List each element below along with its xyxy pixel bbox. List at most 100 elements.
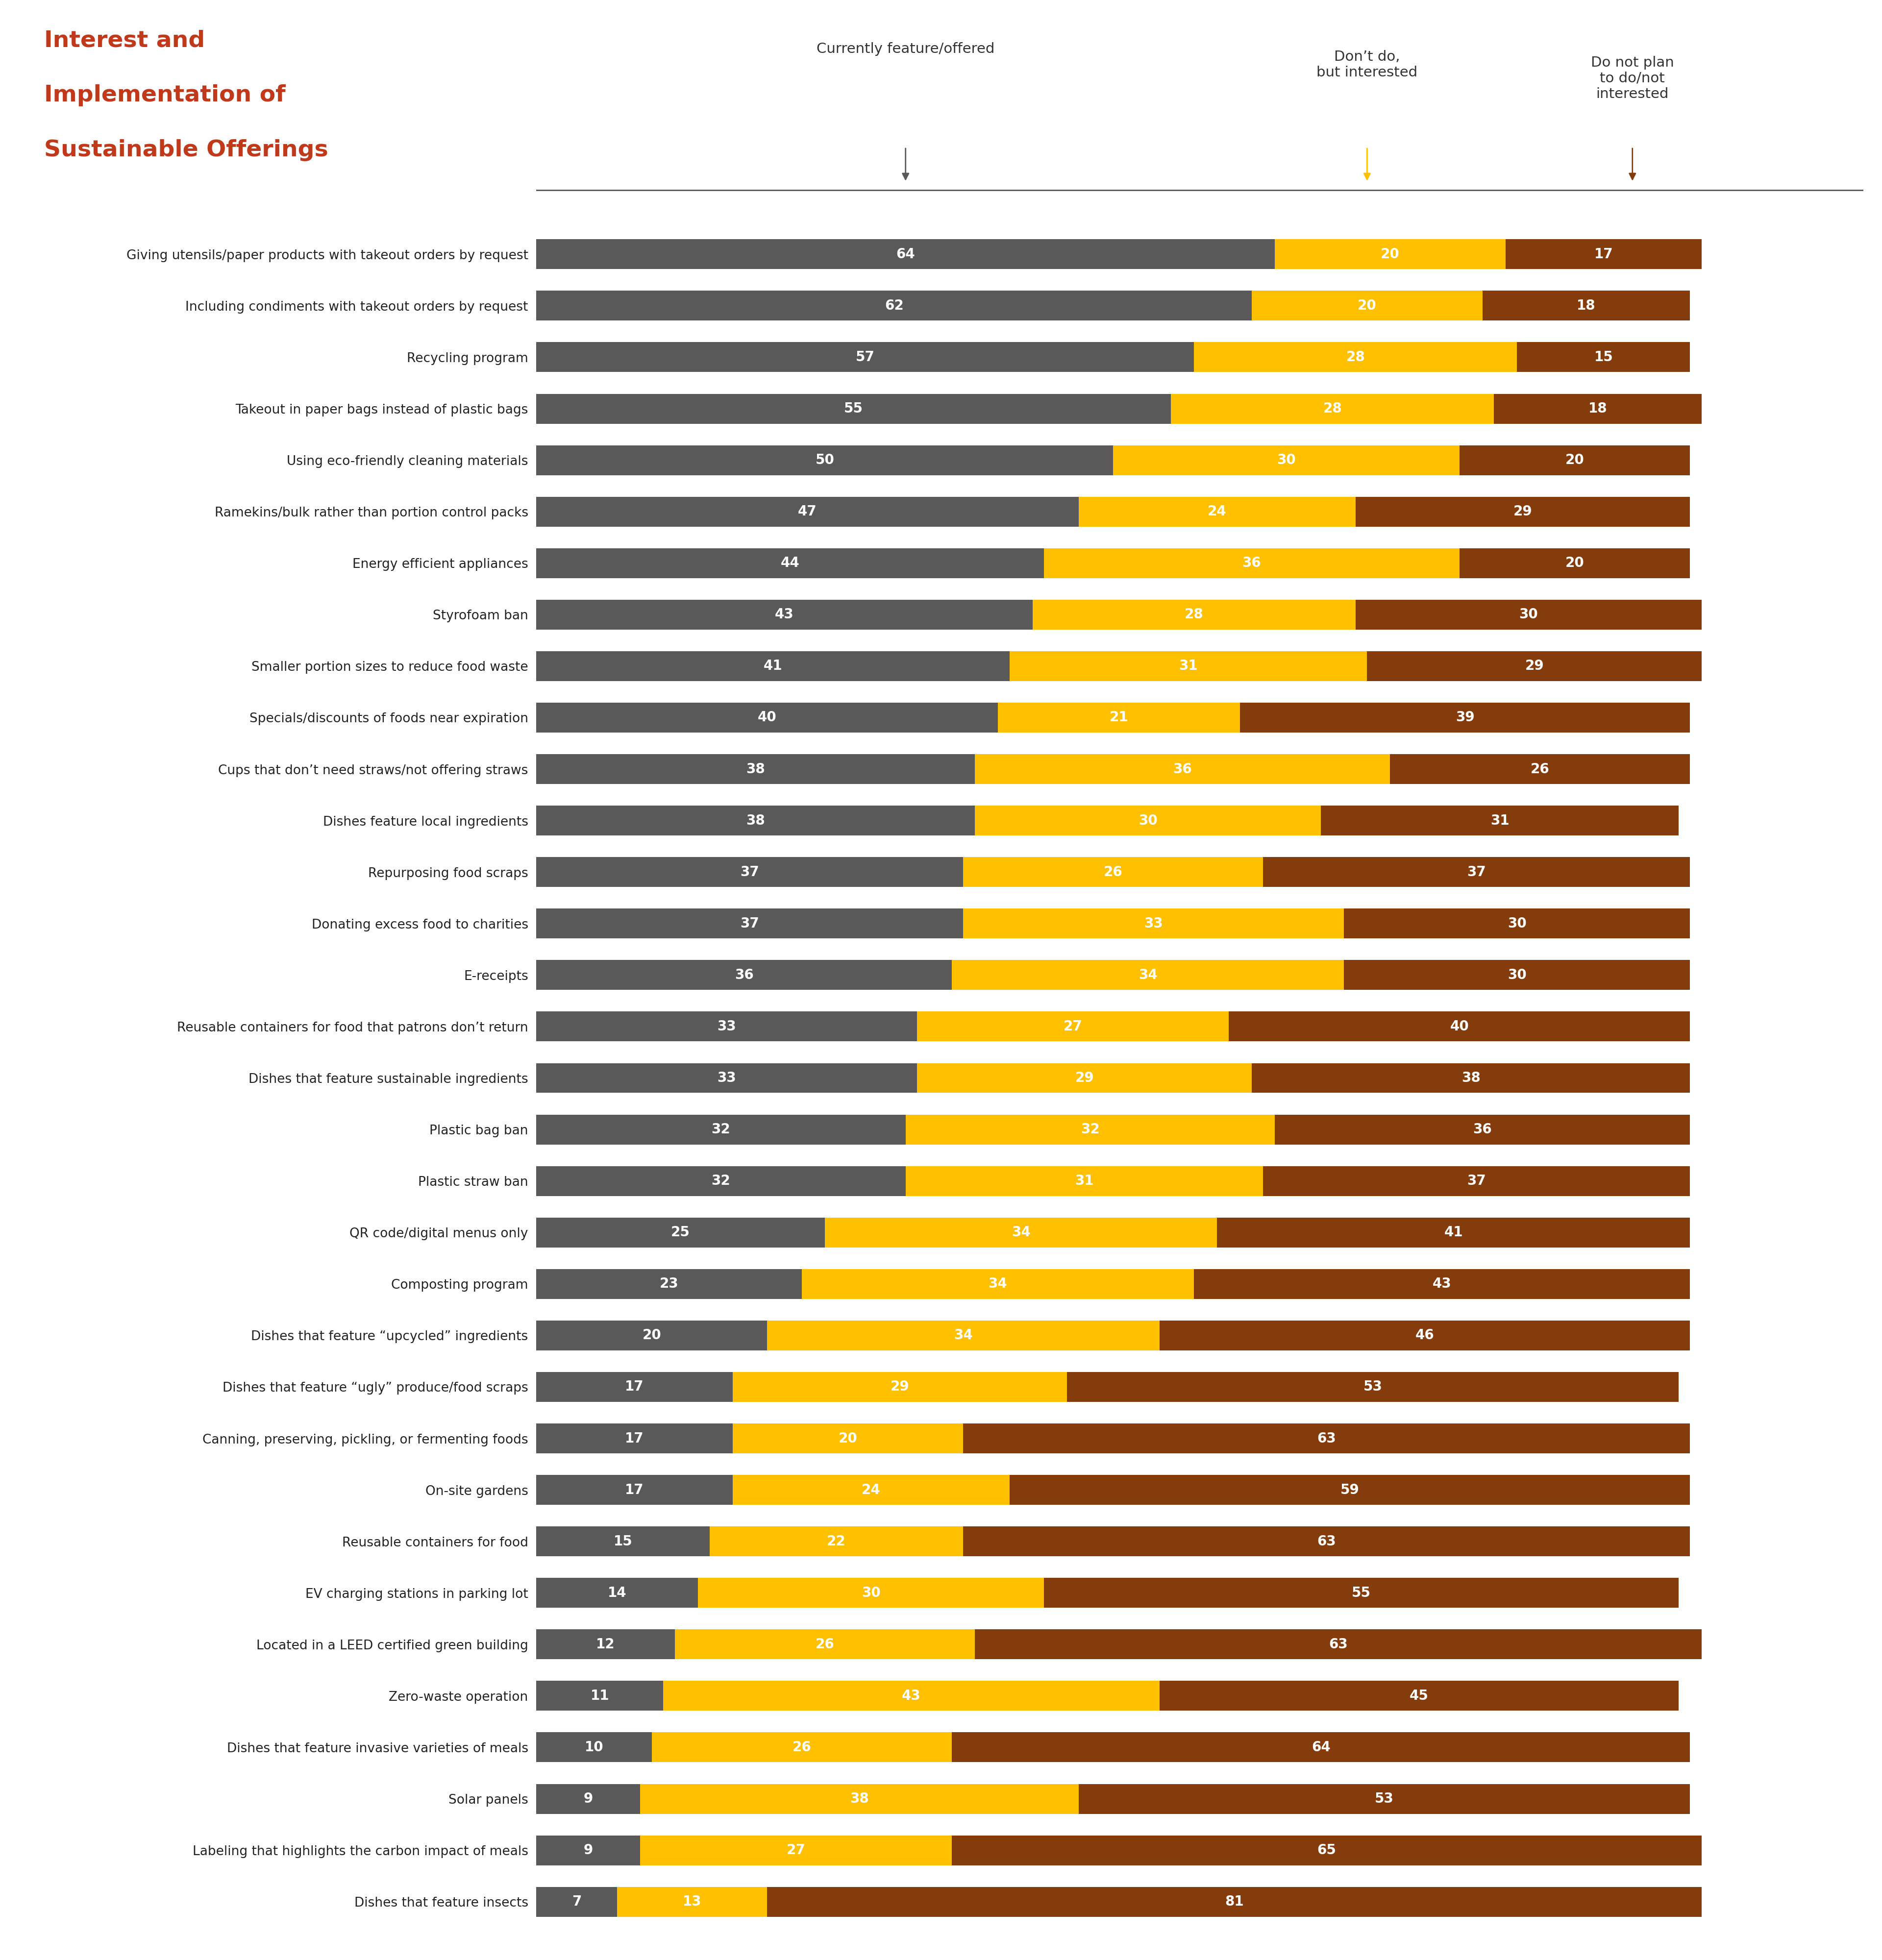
Text: 30: 30: [1507, 917, 1526, 931]
Bar: [975, 755, 1391, 784]
Bar: [536, 857, 964, 888]
Text: 50: 50: [815, 453, 834, 466]
Bar: [1355, 600, 1701, 629]
Text: 34: 34: [1011, 1225, 1031, 1239]
Bar: [1506, 239, 1701, 269]
Text: 29: 29: [1075, 1070, 1093, 1086]
Text: 28: 28: [1184, 608, 1203, 621]
Bar: [536, 806, 975, 835]
Bar: [1274, 239, 1506, 269]
Text: 13: 13: [683, 1895, 702, 1909]
Bar: [536, 1062, 917, 1094]
Bar: [1045, 1578, 1679, 1607]
Text: 20: 20: [1566, 453, 1585, 466]
Text: 38: 38: [745, 762, 766, 776]
Text: 62: 62: [885, 298, 903, 312]
Bar: [1459, 549, 1690, 578]
Bar: [975, 1629, 1701, 1660]
Text: 17: 17: [1594, 247, 1613, 261]
Bar: [1229, 1011, 1690, 1041]
Text: 20: 20: [1357, 298, 1376, 312]
Bar: [1252, 290, 1483, 321]
Text: 36: 36: [1172, 762, 1191, 776]
Text: 21: 21: [1110, 711, 1129, 725]
Text: 24: 24: [1208, 506, 1227, 519]
Bar: [1078, 496, 1355, 527]
Text: 43: 43: [775, 608, 794, 621]
Text: 27: 27: [787, 1844, 805, 1858]
Bar: [952, 1733, 1690, 1762]
Bar: [536, 1887, 617, 1917]
Text: 46: 46: [1415, 1329, 1434, 1343]
Text: 26: 26: [1103, 864, 1124, 878]
Bar: [536, 1268, 802, 1299]
Bar: [536, 755, 975, 784]
Bar: [1218, 1217, 1690, 1247]
Bar: [536, 343, 1193, 372]
Text: Currently feature/offered: Currently feature/offered: [817, 41, 994, 55]
Text: 63: 63: [1329, 1637, 1348, 1650]
Bar: [917, 1062, 1252, 1094]
Bar: [1045, 549, 1459, 578]
Text: 31: 31: [1178, 659, 1197, 672]
Bar: [1193, 1268, 1690, 1299]
Text: 20: 20: [1381, 247, 1400, 261]
Text: 33: 33: [717, 1019, 736, 1033]
Text: 26: 26: [815, 1637, 834, 1650]
Bar: [536, 1166, 905, 1196]
Text: 41: 41: [764, 659, 783, 672]
Text: 20: 20: [1566, 557, 1585, 570]
Bar: [964, 1527, 1690, 1556]
Bar: [952, 1835, 1701, 1866]
Bar: [997, 704, 1240, 733]
Bar: [536, 1423, 732, 1452]
Bar: [536, 496, 1078, 527]
Bar: [536, 239, 1274, 269]
Bar: [732, 1476, 1009, 1505]
Bar: [536, 704, 997, 733]
Bar: [640, 1835, 952, 1866]
Text: 32: 32: [711, 1174, 730, 1188]
Bar: [732, 1372, 1067, 1401]
Text: Implementation of: Implementation of: [45, 84, 286, 106]
Text: 40: 40: [1449, 1019, 1468, 1033]
Bar: [964, 857, 1263, 888]
Text: 53: 53: [1363, 1380, 1383, 1394]
Text: 34: 34: [954, 1329, 973, 1343]
Text: 12: 12: [597, 1637, 615, 1650]
Text: 11: 11: [591, 1690, 610, 1703]
Text: 44: 44: [781, 557, 800, 570]
Bar: [1274, 1115, 1690, 1145]
Text: 15: 15: [614, 1535, 632, 1548]
Text: 41: 41: [1443, 1225, 1462, 1239]
Text: Sustainable Offerings: Sustainable Offerings: [45, 139, 327, 161]
Bar: [1067, 1372, 1679, 1401]
Bar: [662, 1682, 1159, 1711]
Bar: [1009, 651, 1366, 680]
Text: 55: 55: [845, 402, 864, 416]
Text: 63: 63: [1317, 1535, 1336, 1548]
Bar: [1517, 343, 1690, 372]
Bar: [1009, 1476, 1690, 1505]
Text: 37: 37: [1468, 1174, 1487, 1188]
Bar: [536, 1835, 640, 1866]
Text: 25: 25: [672, 1225, 691, 1239]
Text: 37: 37: [740, 917, 758, 931]
Text: 36: 36: [734, 968, 753, 982]
Text: Don’t do,
but interested: Don’t do, but interested: [1317, 49, 1417, 80]
Bar: [824, 1217, 1218, 1247]
Text: 31: 31: [1491, 813, 1509, 827]
Bar: [1344, 909, 1690, 939]
Bar: [1263, 857, 1690, 888]
Bar: [1355, 496, 1690, 527]
Text: 22: 22: [826, 1535, 845, 1548]
Text: 26: 26: [792, 1740, 811, 1754]
Text: 33: 33: [1144, 917, 1163, 931]
Text: 20: 20: [642, 1329, 661, 1343]
Bar: [964, 1423, 1690, 1452]
Bar: [536, 909, 964, 939]
Text: 53: 53: [1376, 1791, 1395, 1805]
Text: 30: 30: [1507, 968, 1526, 982]
Bar: [768, 1887, 1701, 1917]
Bar: [905, 1115, 1274, 1145]
